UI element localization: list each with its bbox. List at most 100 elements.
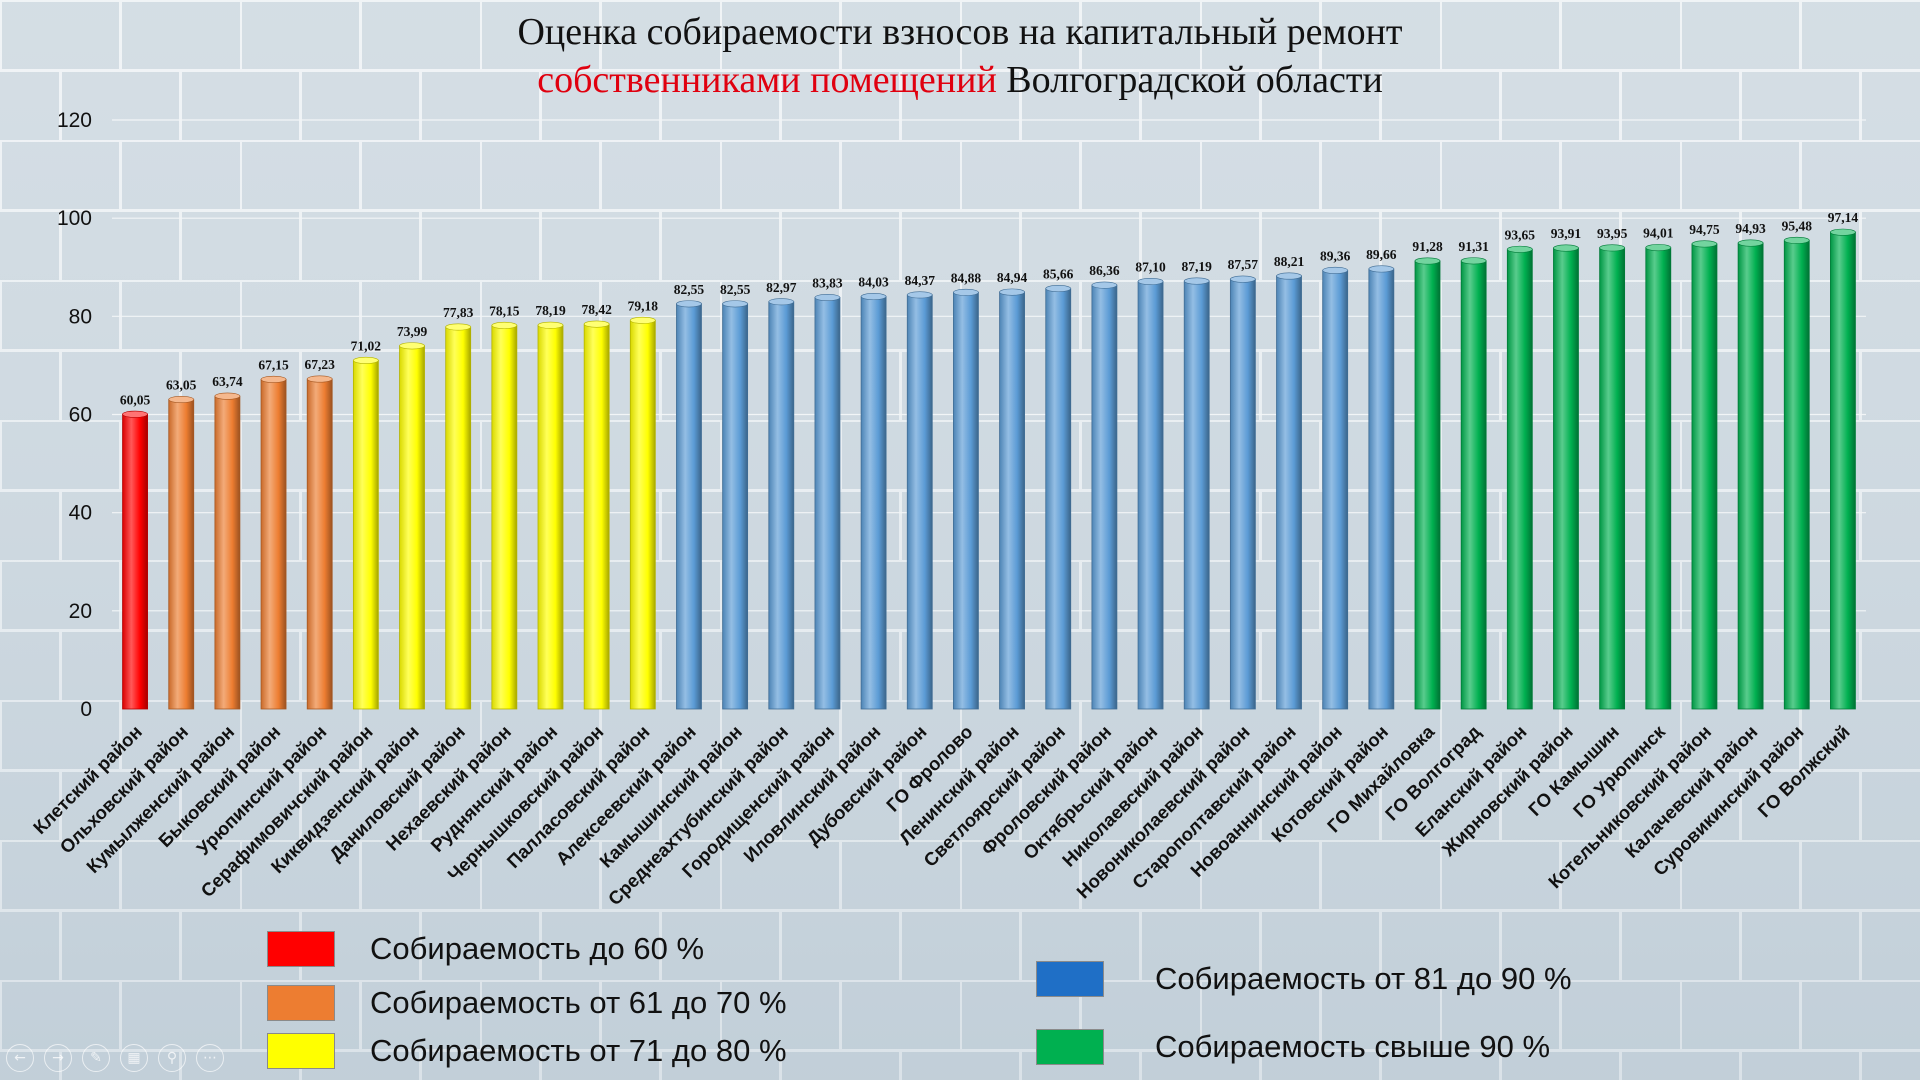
bar-top: [1460, 257, 1487, 265]
bar-top: [1645, 244, 1672, 252]
bar-top: [1830, 228, 1856, 236]
value-label: 84,37: [905, 273, 936, 288]
bar: [537, 324, 564, 710]
value-label: 94,75: [1689, 222, 1720, 237]
bar-top: [1045, 285, 1072, 293]
legend-label: Собираемость от 61 до 70 %: [370, 985, 787, 1020]
value-label: 79,18: [628, 298, 659, 313]
bar: [676, 303, 702, 710]
legend-swatch: [1036, 1029, 1104, 1065]
bar-top: [860, 293, 887, 301]
bar: [814, 297, 841, 710]
back-icon[interactable]: ←: [6, 1044, 34, 1072]
bar: [1322, 269, 1349, 710]
bar-top: [537, 321, 564, 329]
bar-top: [906, 291, 933, 299]
bar-top: [491, 321, 518, 329]
value-label: 67,15: [258, 357, 289, 372]
bar-top: [399, 342, 425, 350]
bar: [1691, 243, 1718, 710]
legend-swatch: [267, 931, 335, 967]
y-tick-label: 120: [57, 109, 92, 132]
bar: [168, 399, 195, 710]
bar-top: [1368, 265, 1395, 273]
forward-icon[interactable]: →: [44, 1044, 72, 1072]
y-tick-label: 80: [69, 305, 92, 328]
value-label: 83,83: [812, 276, 843, 291]
bar-top: [445, 323, 471, 331]
bar: [1599, 247, 1626, 710]
value-label: 93,95: [1597, 226, 1628, 241]
value-label: 94,01: [1643, 226, 1674, 241]
bar: [768, 301, 795, 710]
zoom-icon[interactable]: ⚲: [158, 1044, 186, 1072]
legend-item: Собираемость от 61 до 70 %: [267, 983, 787, 1023]
bar: [306, 378, 333, 710]
bar: [906, 294, 933, 710]
value-label: 93,91: [1551, 226, 1582, 241]
more-icon[interactable]: ⋯: [196, 1044, 224, 1072]
bar: [1645, 247, 1672, 710]
value-label: 84,94: [997, 270, 1028, 285]
bar: [260, 379, 287, 710]
value-label: 77,83: [443, 305, 474, 320]
legend-item: Собираемость от 71 до 80 %: [267, 1031, 787, 1071]
bar: [1783, 239, 1810, 710]
legend-label: Собираемость от 71 до 80 %: [370, 1033, 787, 1068]
bar: [860, 296, 887, 710]
bar: [1737, 242, 1764, 710]
bar-top: [1691, 240, 1718, 248]
bar-top: [676, 300, 702, 308]
bar: [1137, 281, 1164, 710]
value-label: 84,03: [858, 275, 889, 290]
bar-top: [583, 320, 610, 328]
value-label: 93,65: [1505, 227, 1536, 242]
legend-swatch: [267, 985, 335, 1021]
value-label: 91,28: [1412, 239, 1443, 254]
value-label: 88,21: [1274, 254, 1305, 269]
y-tick-label: 0: [80, 698, 92, 721]
bar-top: [814, 294, 841, 302]
legend-item: Собираемость от 81 до 90 %: [1036, 959, 1572, 999]
value-label: 82,55: [674, 282, 705, 297]
legend-swatch: [1036, 961, 1104, 997]
bar-top: [768, 298, 795, 306]
pen-icon[interactable]: ✎: [82, 1044, 110, 1072]
slides-icon[interactable]: ▦: [120, 1044, 148, 1072]
y-tick-label: 60: [69, 404, 92, 427]
bar: [1830, 231, 1856, 710]
bar: [1183, 280, 1210, 710]
bar-top: [122, 410, 148, 418]
title-highlight: собственниками помещений: [537, 59, 997, 101]
legend-label: Собираемость до 60 %: [370, 931, 705, 966]
slideshow-toolbar: ← → ✎ ▦ ⚲ ⋯: [6, 1044, 224, 1072]
bar-top: [1137, 277, 1164, 285]
bar: [1276, 275, 1302, 710]
bar-top: [1230, 275, 1256, 283]
bar: [1414, 260, 1441, 710]
bar: [1229, 278, 1256, 710]
y-tick-label: 20: [69, 600, 92, 623]
value-label: 85,66: [1043, 267, 1074, 282]
value-label: 87,57: [1228, 257, 1259, 272]
bar: [1553, 247, 1579, 710]
value-label: 78,15: [489, 303, 520, 318]
value-label: 89,66: [1366, 247, 1397, 262]
bar: [629, 319, 656, 710]
bar-top: [1507, 245, 1533, 253]
bar: [999, 291, 1025, 710]
value-label: 71,02: [351, 338, 382, 353]
bar: [491, 325, 518, 710]
bar-top: [353, 356, 379, 364]
bar: [1091, 284, 1118, 710]
bar: [1368, 268, 1395, 710]
legend-label: Собираемость от 81 до 90 %: [1155, 961, 1572, 996]
bar: [1045, 288, 1072, 710]
bar-top: [1276, 272, 1302, 280]
bar-top: [1414, 257, 1441, 265]
bar: [122, 413, 148, 710]
value-label: 86,36: [1089, 263, 1120, 278]
bar-top: [306, 375, 333, 383]
bar: [1506, 248, 1533, 710]
